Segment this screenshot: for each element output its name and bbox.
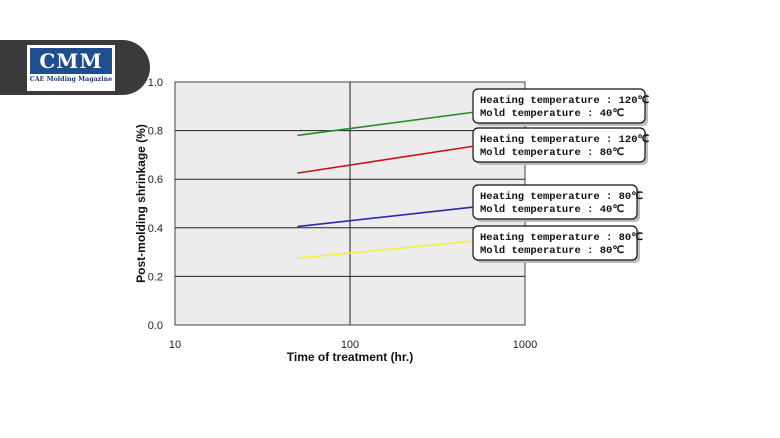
x-axis-title: Time of treatment (hr.) bbox=[287, 350, 413, 364]
series-lines bbox=[297, 111, 473, 259]
logo-tagline: CAE Molding Magazine bbox=[29, 76, 113, 83]
callout-box bbox=[472, 127, 646, 163]
y-tick-label: 0.6 bbox=[148, 174, 163, 186]
callout-line: Mold temperature : 80℃ bbox=[480, 146, 624, 159]
callout-line: Heating temperature : 80℃ bbox=[480, 190, 643, 203]
tick-labels: 0.0 0.2 0.4 0.6 0.8 1.0 10 100 1000 bbox=[148, 77, 538, 351]
callout-box bbox=[472, 88, 646, 124]
y-tick-label: 1.0 bbox=[148, 77, 163, 89]
y-tick-label: 0.8 bbox=[148, 126, 163, 138]
x-tick-label: 10 bbox=[169, 339, 181, 351]
series-line-4 bbox=[297, 240, 473, 259]
callout-line: Heating temperature : 120℃ bbox=[480, 133, 650, 146]
y-tick-label: 0.0 bbox=[148, 320, 163, 332]
logo-mark: CMM bbox=[30, 48, 112, 74]
callout-line: Heating temperature : 80℃ bbox=[480, 231, 643, 244]
series-line-3 bbox=[297, 206, 473, 228]
callout-line: Mold temperature : 40℃ bbox=[480, 203, 624, 216]
y-tick-label: 0.2 bbox=[148, 271, 163, 283]
callout-line: Heating temperature : 120℃ bbox=[480, 94, 650, 107]
series-line-2 bbox=[297, 145, 473, 174]
grid-lines bbox=[175, 82, 525, 325]
callout-box bbox=[472, 184, 638, 220]
cmm-logo: CMM CAE Molding Magazine bbox=[0, 40, 150, 95]
callout-line: Mold temperature : 40℃ bbox=[480, 107, 624, 120]
y-axis-title: Post-molding shrinkage (%) bbox=[134, 124, 148, 283]
y-tick-label: 0.4 bbox=[148, 223, 163, 235]
series-line-1 bbox=[297, 111, 473, 137]
callout-line: Mold temperature : 80℃ bbox=[480, 244, 624, 257]
x-tick-label: 100 bbox=[341, 339, 359, 351]
callout-box bbox=[472, 225, 638, 261]
logo-badge: CMM CAE Molding Magazine bbox=[27, 45, 115, 91]
x-tick-label: 1000 bbox=[513, 339, 537, 351]
